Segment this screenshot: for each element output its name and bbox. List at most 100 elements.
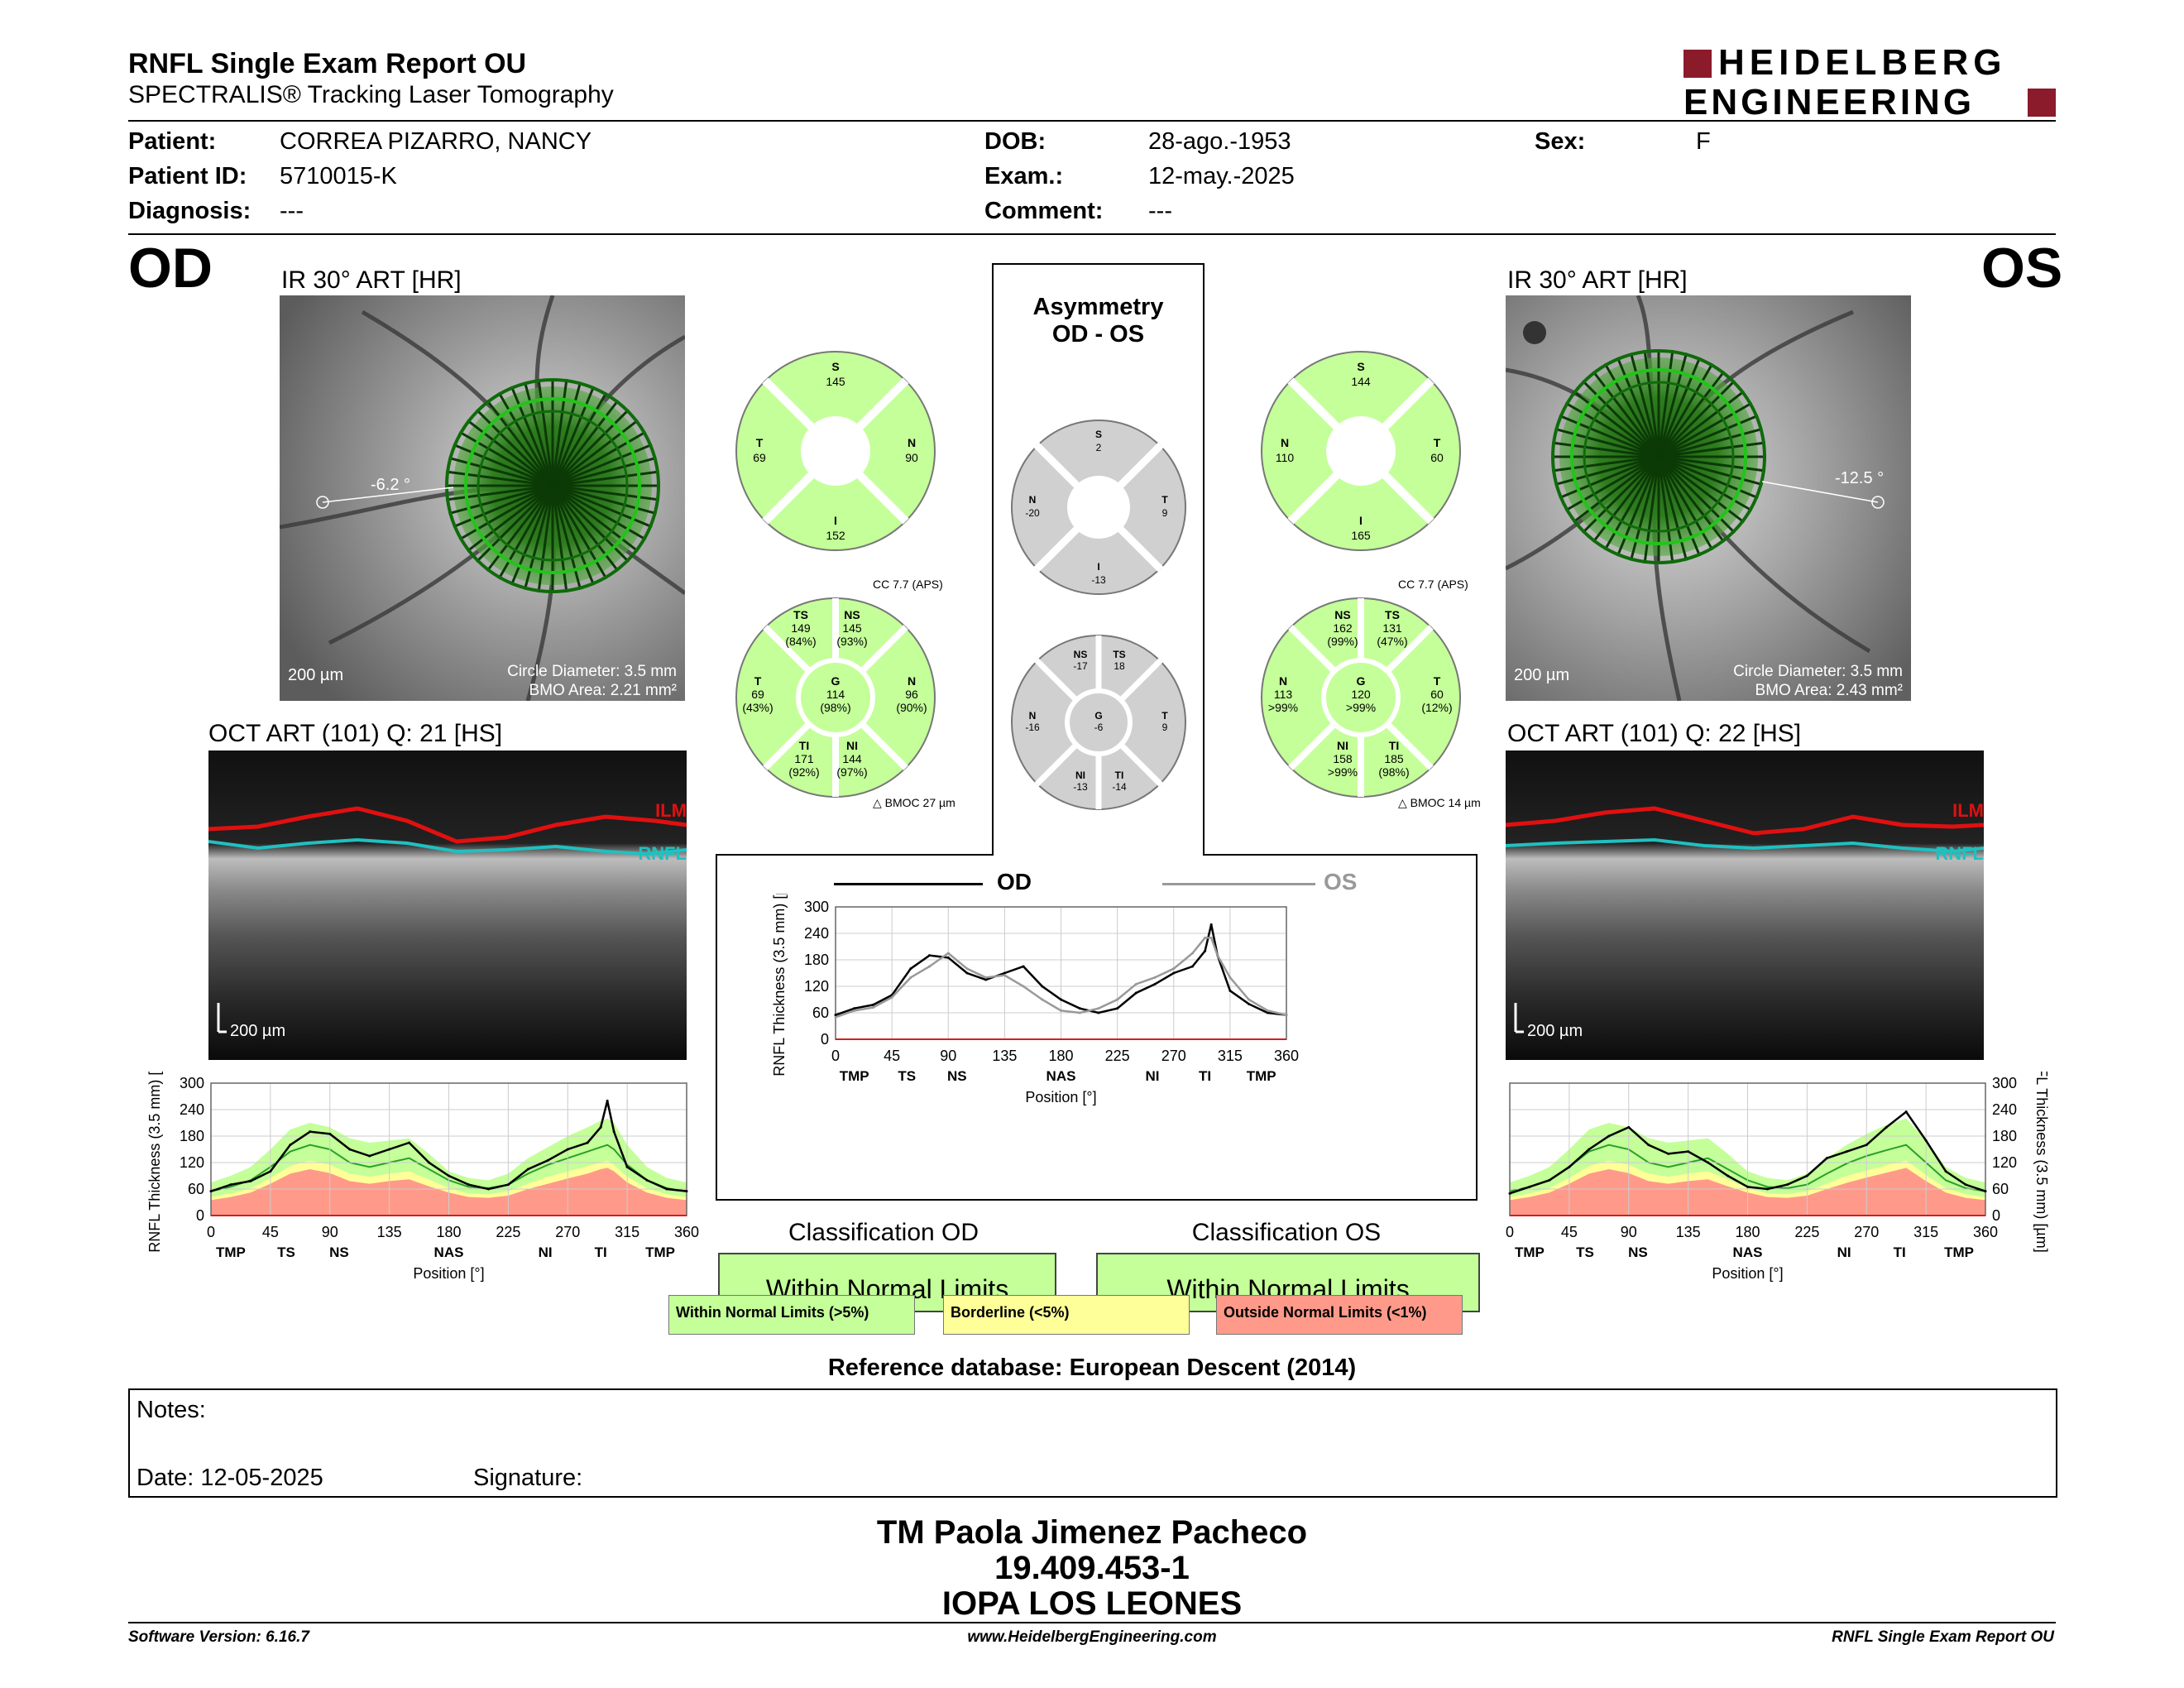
y-axis-label: RNFL Thickness (3.5 mm) [µm] — [771, 894, 788, 1077]
od-t4-label: T — [756, 436, 764, 449]
data-point-od — [546, 1158, 549, 1162]
data-point-os — [1078, 1011, 1081, 1014]
scan-spoke — [1657, 349, 1674, 458]
os-ts-pct: (47%) — [1377, 635, 1407, 648]
y-tick-label: 120 — [1992, 1154, 2017, 1171]
od-ilm-label: ILM — [655, 800, 687, 821]
data-point-os — [1667, 1152, 1670, 1155]
data-point-od — [566, 1148, 569, 1151]
x-tick-label: 360 — [1274, 1048, 1299, 1064]
data-point-od — [853, 1007, 856, 1010]
scan-spoke — [537, 485, 554, 593]
y-tick-label: 60 — [188, 1181, 204, 1197]
os-ti-value: 185 — [1384, 752, 1404, 765]
legend-wnl: Within Normal Limits (>5%) — [668, 1295, 915, 1335]
od-ir-title: IR 30° ART [HR] — [281, 266, 462, 294]
asym-ns-value: -17 — [1073, 660, 1088, 672]
data-point-os — [1825, 1157, 1828, 1160]
y-tick-label: 0 — [1992, 1207, 2000, 1224]
od-n4-value: 90 — [905, 451, 918, 464]
data-point-od — [408, 1141, 411, 1144]
os-cc: CC 7.7 (APS) — [1398, 578, 1468, 591]
svg-text:G: G — [1094, 710, 1102, 722]
x-tick-label: 90 — [1621, 1224, 1637, 1240]
patient-name: CORREA PIZARRO, NANCY — [280, 128, 592, 155]
sector-label: NI — [539, 1244, 553, 1260]
data-point-od — [1153, 982, 1157, 985]
data-point-od — [871, 1003, 874, 1006]
sector-label: TI — [1894, 1244, 1906, 1260]
data-point-os — [1216, 954, 1219, 957]
data-point-os — [1568, 1165, 1571, 1168]
od-ns-pct: (93%) — [836, 635, 867, 648]
data-point-os — [1865, 1144, 1868, 1147]
sector-label: TMP — [840, 1068, 869, 1084]
od-bmoc-value: BMOC 27 µm — [884, 796, 956, 809]
od-t-pct: (43%) — [742, 701, 773, 714]
scan-spoke — [1657, 456, 1674, 564]
scan-spoke — [453, 443, 553, 487]
data-point-od — [1041, 985, 1044, 988]
dob-label: DOB: — [984, 128, 1046, 155]
data-point-od — [909, 967, 912, 971]
asym-sector-4-chart: S 2 N -20 T 9 I -13 — [1011, 420, 1186, 595]
os-ni-pct: >99% — [1328, 765, 1358, 779]
data-point-os — [1153, 976, 1157, 979]
data-point-os — [1508, 1192, 1511, 1195]
svg-text:N: N — [1029, 710, 1037, 722]
scan-spoke — [552, 484, 653, 529]
data-point-od — [599, 1125, 602, 1129]
sector-label: NS — [1628, 1244, 1648, 1260]
legend-od-line — [834, 883, 983, 885]
x-axis-label: Position [°] — [1712, 1265, 1783, 1282]
od-ni-pct: (97%) — [836, 765, 867, 779]
scan-spoke — [1657, 456, 1714, 551]
data-point-os — [1097, 1007, 1100, 1010]
x-tick-label: 225 — [496, 1224, 520, 1240]
x-tick-label: 135 — [377, 1224, 402, 1240]
asym-i4-value: -13 — [1091, 574, 1106, 586]
svg-text:NI: NI — [1337, 739, 1348, 752]
data-point-os — [928, 965, 932, 968]
software-version: Software Version: 6.16.7 — [128, 1628, 309, 1646]
data-point-od — [467, 1183, 470, 1187]
os-oct-image: ILM RNFL 200 µm — [1506, 750, 1984, 1060]
scan-spoke — [551, 386, 596, 487]
x-tick-label: 0 — [831, 1048, 840, 1064]
data-point-os — [1190, 952, 1194, 955]
data-point-od — [1097, 1011, 1100, 1014]
svg-text:I: I — [1097, 561, 1099, 573]
svg-text:N: N — [1281, 436, 1289, 449]
scan-spoke — [551, 484, 630, 563]
data-point-od — [1022, 965, 1025, 968]
od-sector-4-chart: S 145 T 69 N 90 I 152 — [735, 351, 936, 551]
scan-spoke — [1603, 362, 1660, 458]
heidelberg-logo: HEIDELBERG ENGINEERING — [1684, 42, 2056, 122]
sector-label: TMP — [1944, 1244, 1974, 1260]
data-point-od — [1248, 1002, 1251, 1005]
x-tick-label: 315 — [615, 1224, 639, 1240]
od-ir-scale: 200 µm — [288, 666, 344, 684]
od-eye-label: OD — [128, 237, 213, 300]
data-point-os — [1003, 974, 1006, 977]
y-tick-label: 0 — [821, 1031, 829, 1048]
asym-ni-value: -13 — [1073, 781, 1088, 793]
os-rnfl-label: RNFL — [1935, 843, 1984, 864]
diagnosis-label: Diagnosis: — [128, 198, 251, 224]
svg-text:TS: TS — [793, 608, 808, 621]
data-point-os — [1845, 1150, 1848, 1153]
data-point-os — [834, 1015, 837, 1019]
os-oct-title: OCT ART (101) Q: 22 [HS] — [1507, 720, 1802, 747]
x-tick-label: 225 — [1105, 1048, 1130, 1064]
data-point-os — [1266, 1009, 1269, 1012]
x-tick-label: 360 — [1973, 1224, 1998, 1240]
scan-spoke — [1603, 456, 1660, 551]
notes-box[interactable]: Notes: Date: 12-05-2025 Signature: — [128, 1388, 2057, 1498]
data-point-od — [1204, 949, 1207, 952]
scan-spoke — [466, 484, 553, 553]
scan-spoke — [1592, 370, 1660, 458]
os-circle-diameter: Circle Diameter: 3.5 mm — [1733, 663, 1903, 680]
os-angle: -12.5 ° — [1835, 469, 1885, 487]
data-point-od — [249, 1179, 252, 1182]
os-ns-value: 162 — [1333, 621, 1353, 635]
